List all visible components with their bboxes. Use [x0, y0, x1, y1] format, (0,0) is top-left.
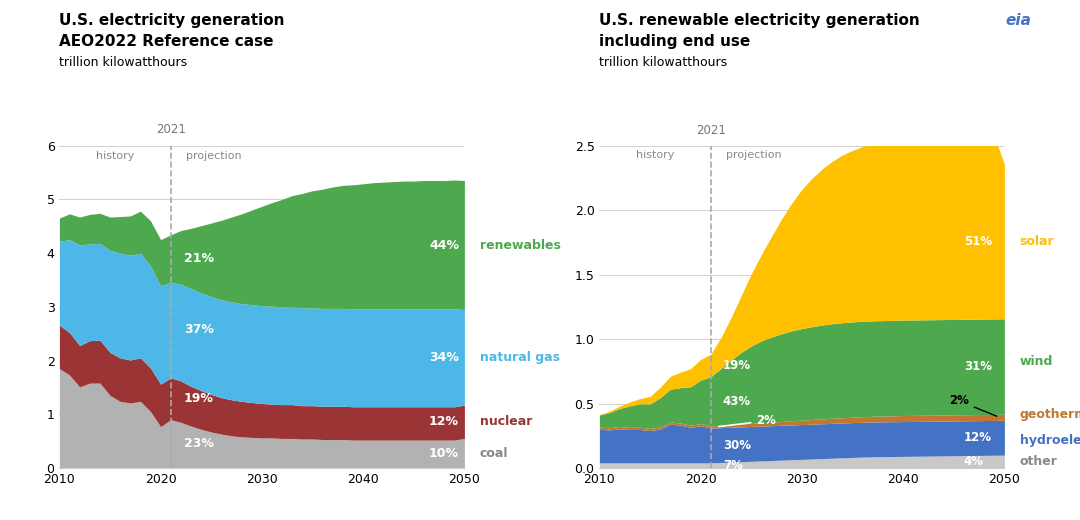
- Text: U.S. renewable electricity generation: U.S. renewable electricity generation: [599, 13, 920, 28]
- Text: 2%: 2%: [718, 414, 777, 427]
- Text: 12%: 12%: [429, 415, 459, 428]
- Text: 2021: 2021: [156, 123, 186, 136]
- Text: 7%: 7%: [723, 459, 743, 472]
- Text: trillion kilowatthours: trillion kilowatthours: [59, 56, 188, 69]
- Text: solar: solar: [1020, 235, 1054, 248]
- Text: projection: projection: [726, 150, 782, 160]
- Text: eia: eia: [1005, 13, 1031, 28]
- Text: projection: projection: [186, 151, 242, 161]
- Text: U.S. electricity generation: U.S. electricity generation: [59, 13, 285, 28]
- Text: history: history: [96, 151, 134, 161]
- Text: renewables: renewables: [480, 239, 561, 252]
- Text: hydroelectric: hydroelectric: [1020, 434, 1080, 447]
- Text: 23%: 23%: [184, 437, 214, 450]
- Text: natural gas: natural gas: [480, 351, 559, 364]
- Text: 30%: 30%: [723, 439, 751, 452]
- Text: nuclear: nuclear: [480, 415, 532, 428]
- Text: 43%: 43%: [723, 395, 751, 408]
- Text: 51%: 51%: [964, 235, 993, 248]
- Text: AEO2022 Reference case: AEO2022 Reference case: [59, 34, 274, 49]
- Text: 10%: 10%: [429, 447, 459, 460]
- Text: history: history: [636, 150, 674, 160]
- Text: 19%: 19%: [723, 359, 751, 372]
- Text: including end use: including end use: [599, 34, 751, 49]
- Text: coal: coal: [480, 447, 508, 460]
- Text: trillion kilowatthours: trillion kilowatthours: [599, 56, 728, 69]
- Text: 4%: 4%: [964, 455, 984, 468]
- Text: 21%: 21%: [184, 252, 214, 265]
- Text: 37%: 37%: [184, 323, 214, 336]
- Text: geothermal: geothermal: [1020, 408, 1080, 421]
- Text: 34%: 34%: [429, 351, 459, 364]
- Text: 19%: 19%: [184, 392, 214, 405]
- Text: 31%: 31%: [964, 360, 991, 373]
- Text: wind: wind: [1020, 355, 1053, 368]
- Text: other: other: [1020, 455, 1057, 468]
- Text: 12%: 12%: [964, 431, 991, 444]
- Text: 44%: 44%: [429, 239, 459, 252]
- Text: 2%: 2%: [949, 395, 997, 416]
- Text: 2021: 2021: [696, 124, 726, 137]
